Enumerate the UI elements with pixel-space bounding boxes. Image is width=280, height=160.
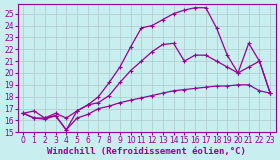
X-axis label: Windchill (Refroidissement éolien,°C): Windchill (Refroidissement éolien,°C): [47, 147, 246, 156]
